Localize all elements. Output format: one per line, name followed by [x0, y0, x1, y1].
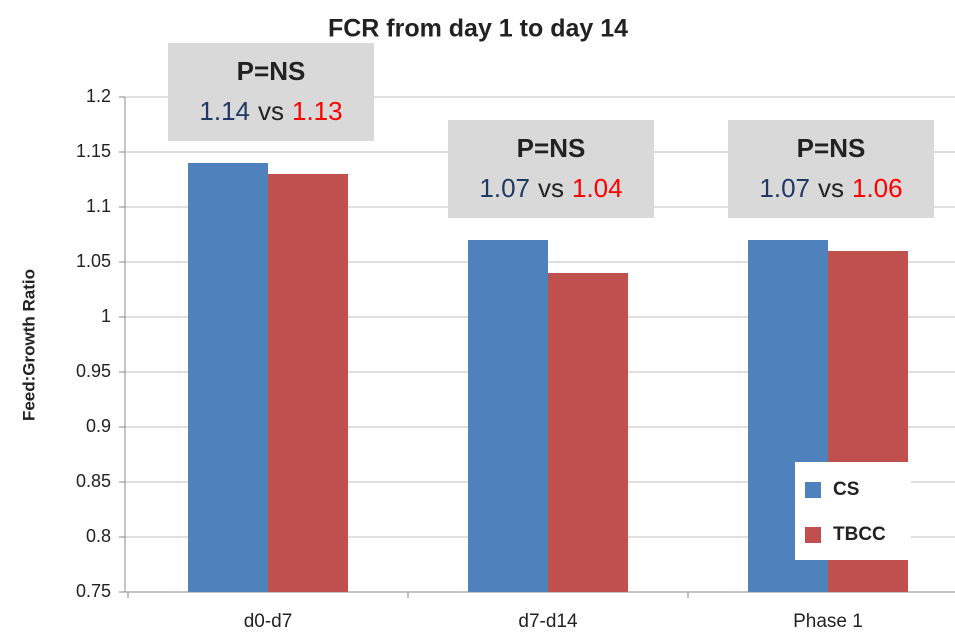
y-tick-label: 1	[101, 306, 111, 326]
y-tick-label: 1.2	[86, 86, 111, 106]
bar	[268, 174, 348, 592]
bar	[468, 240, 548, 592]
annotation-value: 1.14	[199, 96, 250, 126]
chart-title: FCR from day 1 to day 14	[328, 15, 628, 43]
bar	[188, 163, 268, 592]
annotation-box	[168, 43, 374, 141]
x-tick-label: d0-d7	[244, 611, 293, 632]
y-axis-label: Feed:Growth Ratio	[19, 269, 38, 421]
annotation-value: 1.07	[479, 173, 530, 203]
annotation-separator: vs	[258, 96, 284, 126]
annotation-box	[448, 120, 654, 218]
x-tick-label: d7-d14	[518, 611, 578, 632]
y-tick-label: 0.75	[76, 581, 111, 601]
x-tick-label: Phase 1	[793, 611, 863, 632]
y-tick-label: 1.15	[76, 141, 111, 161]
annotation-values: 1.07 vs 1.06	[759, 173, 902, 203]
annotation-values: 1.14 vs 1.13	[199, 96, 342, 126]
legend-label: TBCC	[833, 524, 886, 545]
y-tick-label: 0.9	[86, 416, 111, 436]
bar	[548, 273, 628, 592]
legend-swatch	[805, 482, 821, 498]
annotation-separator: vs	[818, 173, 844, 203]
annotation-value: 1.07	[759, 173, 810, 203]
annotation-values: 1.07 vs 1.04	[479, 173, 622, 203]
annotation-value: 1.04	[572, 173, 623, 203]
y-tick-label: 1.1	[86, 196, 111, 216]
annotation-title: P=NS	[237, 56, 306, 86]
y-tick-label: 1.05	[76, 251, 111, 271]
legend-box	[795, 462, 911, 560]
annotation-box	[728, 120, 934, 218]
annotation-value: 1.13	[292, 96, 343, 126]
y-tick-label: 0.95	[76, 361, 111, 381]
annotation-title: P=NS	[797, 133, 866, 163]
annotation-separator: vs	[538, 173, 564, 203]
legend-swatch	[805, 527, 821, 543]
y-tick-label: 0.8	[86, 526, 111, 546]
annotation-title: P=NS	[517, 133, 586, 163]
legend-label: CS	[833, 479, 859, 500]
annotation-value: 1.06	[852, 173, 903, 203]
y-tick-label: 0.85	[76, 471, 111, 491]
